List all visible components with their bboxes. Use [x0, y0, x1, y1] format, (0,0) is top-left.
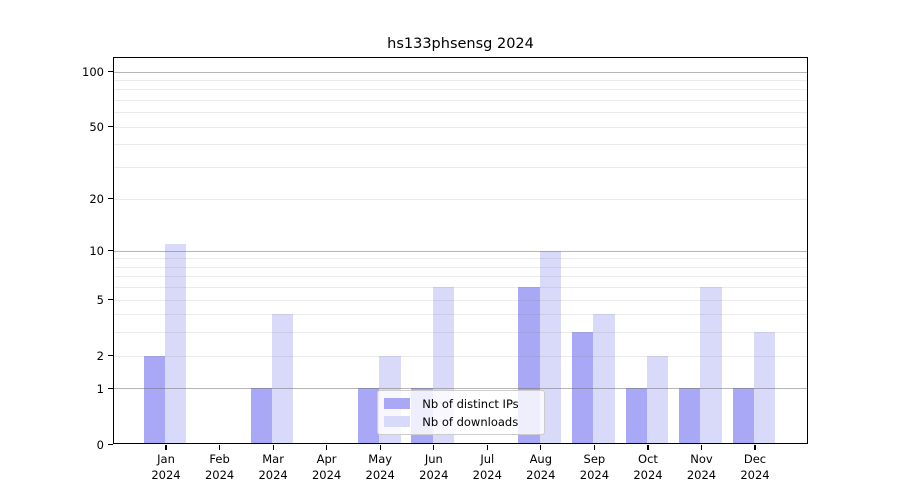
x-tick-label-dec: Dec 2024	[740, 452, 770, 482]
gridlines-layer	[113, 57, 808, 444]
gridline-y-100	[113, 71, 808, 73]
y-tick-mark-0	[107, 443, 114, 446]
x-tick-label-sep: Sep 2024	[579, 452, 610, 482]
bar-downloads-sep	[593, 314, 615, 445]
bar-downloads-nov	[700, 287, 722, 445]
bar-distinct-ips-oct	[625, 388, 647, 445]
plot-area: Nb of distinct IPs Nb of downloads	[113, 57, 808, 445]
gridline-y-10	[113, 250, 808, 252]
gridline-y-90	[113, 80, 808, 82]
x-tick-mark-feb	[219, 444, 221, 450]
x-tick-label-jun: Jun 2024	[419, 452, 449, 482]
y-tick-mark-50	[107, 126, 114, 128]
x-tick-mark-sep	[593, 444, 595, 450]
bar-downloads-mar	[272, 314, 294, 445]
bar-downloads-jan	[164, 243, 187, 445]
legend-swatch-downloads-icon	[384, 416, 411, 428]
gridline-y-2	[113, 355, 808, 357]
gridline-y-7	[113, 276, 808, 278]
chart-title: hs133phsensg 2024	[387, 36, 534, 52]
y-tick-mark-20	[107, 198, 114, 200]
legend-label-downloads: Nb of downloads	[422, 414, 519, 429]
x-tick-label-jan: Jan 2024	[151, 452, 181, 482]
gridline-y-50	[113, 126, 808, 128]
gridline-y-8	[113, 266, 808, 268]
x-tick-mark-nov	[700, 444, 703, 450]
y-tick-label-50: 50	[89, 119, 104, 134]
x-tick-label-apr: Apr 2024	[311, 452, 342, 482]
gridline-y-30	[113, 167, 808, 169]
x-tick-mark-jun	[433, 444, 435, 450]
bar-downloads-aug	[539, 250, 562, 445]
gridline-y-6	[113, 287, 808, 289]
bar-distinct-ips-dec	[732, 388, 755, 445]
legend: Nb of distinct IPs Nb of downloads	[377, 390, 546, 436]
legend-swatch-distinct-ips-icon	[384, 398, 411, 410]
y-tick-mark-10	[107, 250, 114, 252]
x-tick-label-feb: Feb 2024	[204, 452, 235, 482]
x-tick-label-mar: Mar 2024	[258, 452, 288, 482]
x-tick-mark-jul	[486, 444, 488, 450]
y-tick-mark-1	[107, 387, 114, 390]
x-tick-mark-may	[379, 444, 381, 450]
x-tick-mark-jan	[165, 444, 167, 450]
x-tick-mark-apr	[326, 444, 328, 450]
gridline-y-9	[113, 258, 808, 260]
x-tick-mark-dec	[754, 444, 756, 450]
y-tick-mark-100	[107, 71, 114, 73]
gridline-y-20	[113, 198, 808, 200]
bar-downloads-oct	[646, 355, 669, 445]
y-tick-mark-2	[107, 355, 114, 357]
legend-item-distinct-ips: Nb of distinct IPs	[384, 397, 538, 411]
legend-label-distinct-ips: Nb of distinct IPs	[422, 396, 519, 411]
bar-distinct-ips-jan	[143, 355, 165, 445]
x-tick-label-oct: Oct 2024	[633, 452, 663, 482]
y-tick-label-10: 10	[89, 243, 104, 258]
y-tick-label-0: 0	[96, 437, 104, 452]
gridline-y-60	[113, 112, 808, 114]
bar-distinct-ips-mar	[250, 388, 273, 445]
gridline-y-5	[113, 299, 808, 301]
x-tick-mark-oct	[647, 444, 649, 450]
legend-item-downloads: Nb of downloads	[384, 415, 538, 429]
x-tick-label-may: May 2024	[365, 452, 395, 482]
gridline-y-1	[113, 388, 808, 390]
x-tick-mark-mar	[272, 444, 274, 450]
y-tick-mark-5	[107, 299, 114, 301]
bar-distinct-ips-may	[357, 388, 380, 445]
x-tick-label-aug: Aug 2024	[526, 452, 556, 482]
y-tick-label-1: 1	[96, 381, 104, 396]
x-tick-mark-aug	[540, 444, 542, 450]
y-tick-label-2: 2	[96, 348, 104, 363]
y-tick-label-5: 5	[96, 292, 104, 307]
bar-distinct-ips-nov	[679, 388, 701, 445]
x-tick-label-jul: Jul 2024	[472, 452, 502, 482]
gridline-y-3	[113, 332, 808, 334]
y-tick-label-20: 20	[89, 191, 104, 206]
x-tick-label-nov: Nov 2024	[686, 452, 717, 482]
gridline-y-40	[113, 144, 808, 146]
gridline-y-70	[113, 100, 808, 102]
gridline-y-4	[113, 314, 808, 316]
y-tick-label-100: 100	[82, 64, 104, 79]
gridline-y-80	[113, 89, 808, 91]
